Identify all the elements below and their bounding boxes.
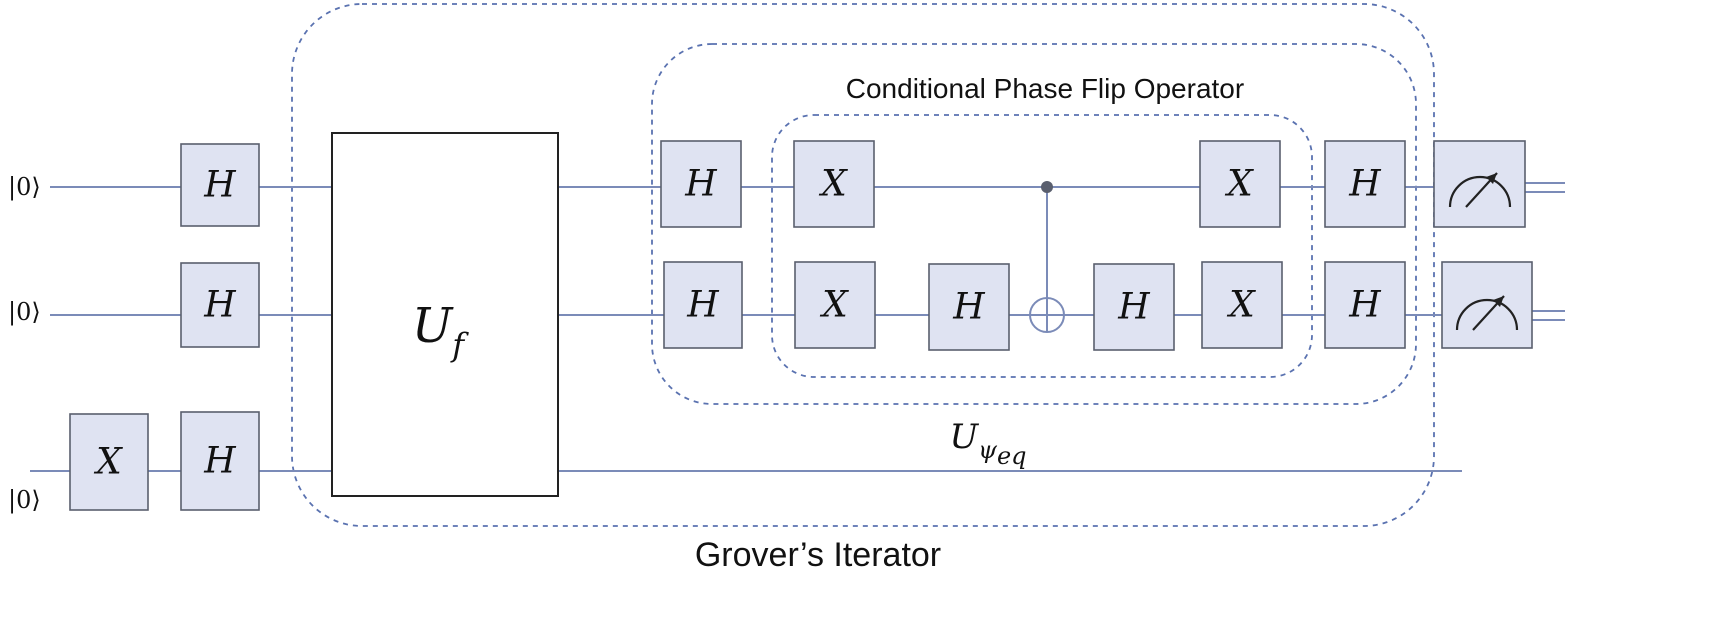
- x-gate-flip-in-qubit-2: X: [794, 261, 876, 349]
- h-gate-initial-qubit-2: H: [180, 262, 260, 348]
- x-gate-flip-out-qubit-2: X: [1201, 261, 1283, 349]
- gate-label: X: [1226, 285, 1256, 326]
- gate-label: X: [1224, 164, 1254, 205]
- input-ket-qubit-1: |0⟩: [8, 173, 41, 202]
- gate-label: H: [1348, 285, 1381, 326]
- cnot-target: [1029, 297, 1065, 333]
- classical-wires: [1525, 182, 1565, 321]
- x-gate-flip-out-qubit-1: X: [1199, 140, 1281, 228]
- h-gate-flip-pre-cnot: H: [928, 263, 1010, 351]
- grover-iterator-outline: [291, 3, 1435, 527]
- input-ket-qubit-3: |0⟩: [8, 486, 41, 515]
- gate-label: H: [203, 441, 236, 482]
- meter-arc-icon: [1455, 298, 1519, 331]
- conditional-phase-flip-label: Conditional Phase Flip Operator: [846, 73, 1244, 104]
- gate-label: H: [1117, 287, 1150, 328]
- meter-arrowhead-icon: [1486, 173, 1497, 184]
- input-ket-qubit-2: |0⟩: [8, 298, 41, 327]
- gate-label: H: [1348, 164, 1381, 205]
- h-gate-diffusion-in-qubit-2: H: [663, 261, 743, 349]
- gate-label: H: [952, 287, 985, 328]
- measurement-meter-qubit-1: [1433, 140, 1526, 228]
- h-gate-initial-qubit-1: H: [180, 143, 260, 227]
- gate-label: H: [686, 285, 719, 326]
- oracle-uf: Uf: [331, 132, 559, 497]
- x-gate-flip-in-qubit-1: X: [793, 140, 875, 228]
- gate-label: X: [818, 164, 848, 205]
- gate-label: H: [684, 164, 717, 205]
- x-gate-initial-qubit-3: X: [69, 413, 149, 511]
- measurement-meter-qubit-2: [1441, 261, 1533, 349]
- gate-label: X: [819, 285, 849, 326]
- meter-arrowhead-icon: [1493, 296, 1504, 307]
- grover-iterator-label: Grover’s Iterator: [695, 536, 941, 574]
- h-gate-diffusion-out-qubit-1: H: [1324, 140, 1406, 228]
- cnot-control-dot: [1041, 181, 1053, 193]
- h-gate-initial-qubit-3: H: [180, 411, 260, 511]
- conditional-phase-flip-outline: [771, 114, 1313, 378]
- diffusion-operator-outline: [651, 43, 1417, 405]
- diffusion-operator-label: Uψeq: [949, 417, 1026, 470]
- meter-arc-icon: [1448, 175, 1512, 208]
- h-gate-diffusion-out-qubit-2: H: [1324, 261, 1406, 349]
- h-gate-flip-post-cnot: H: [1093, 263, 1175, 351]
- h-gate-diffusion-in-qubit-1: H: [660, 140, 742, 228]
- gate-label: X: [93, 442, 123, 483]
- gate-label: H: [203, 285, 236, 326]
- gate-label: H: [203, 165, 236, 206]
